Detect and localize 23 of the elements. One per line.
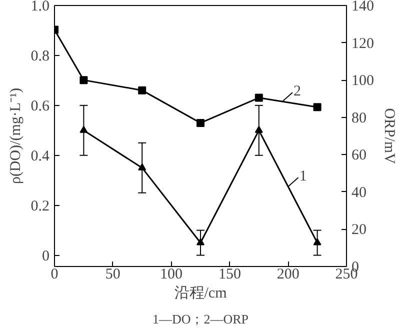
annotation: 1 — [299, 168, 307, 184]
text: 1—DO；2—ORP — [152, 312, 249, 326]
y2-tick-label: 20 — [352, 222, 366, 238]
x-tick-label: 100 — [160, 266, 183, 282]
x-axis-title: 沿程/cm — [174, 284, 228, 302]
x-tick-label: 150 — [218, 266, 241, 282]
y-tick-label: 0.6 — [30, 98, 50, 114]
y2-tick-label: 60 — [352, 148, 366, 164]
y2-tick-label: 100 — [352, 73, 374, 90]
y-tick-label: 0.4 — [30, 148, 50, 164]
y-tick-label: 0.8 — [30, 48, 50, 64]
x-tick-label: 50 — [105, 266, 120, 282]
y2-tick-label: 40 — [352, 184, 366, 201]
y2-axis-title: ORP/mV — [381, 108, 397, 164]
x-tick-label: 200 — [276, 266, 300, 282]
y-tick-label: 0 — [42, 248, 50, 264]
annotation: 2 — [293, 84, 301, 100]
y-axis-title: ρ(DO)/(mg·L⁻¹) — [8, 88, 24, 184]
y2-tick-label: 80 — [352, 110, 366, 126]
y2-tick-label: 140 — [352, 0, 374, 14]
y-tick-label: 0.2 — [30, 198, 50, 214]
y2-tick-label: 120 — [352, 36, 374, 52]
y-tick-label: 1.0 — [30, 0, 50, 14]
